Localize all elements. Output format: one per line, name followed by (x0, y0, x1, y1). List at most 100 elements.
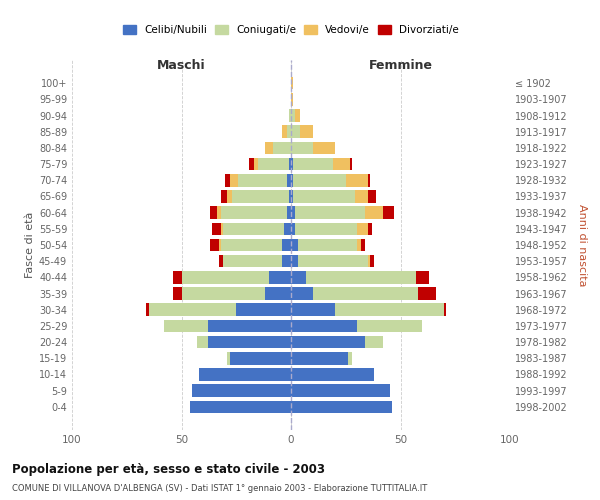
Bar (291, 206, 295, 219)
Bar (265, 142, 274, 154)
Bar (227, 352, 230, 364)
Bar (221, 222, 223, 235)
Bar (291, 400, 392, 413)
Bar (293, 158, 332, 170)
Bar (265, 287, 291, 300)
Bar (365, 336, 383, 348)
Bar (368, 222, 372, 235)
Bar (291, 126, 300, 138)
Bar (298, 255, 368, 268)
Bar (295, 206, 365, 219)
Y-axis label: Anni di nascita: Anni di nascita (577, 204, 587, 286)
Bar (355, 190, 368, 203)
Bar (208, 320, 291, 332)
Bar (335, 304, 444, 316)
Bar (295, 109, 300, 122)
Bar (291, 190, 293, 203)
Bar (291, 142, 313, 154)
Bar (356, 222, 368, 235)
Bar (291, 384, 389, 397)
Bar (221, 190, 227, 203)
Bar (295, 222, 356, 235)
Bar (250, 158, 254, 170)
Bar (269, 271, 291, 283)
Bar (291, 271, 307, 283)
Bar (287, 174, 291, 186)
Bar (173, 271, 182, 283)
Bar (190, 400, 291, 413)
Bar (274, 142, 291, 154)
Bar (282, 238, 291, 252)
Bar (227, 190, 232, 203)
Bar (348, 352, 352, 364)
Bar (221, 206, 287, 219)
Bar (291, 93, 293, 106)
Bar (282, 255, 291, 268)
Bar (291, 320, 356, 332)
Bar (307, 271, 416, 283)
Bar (291, 352, 348, 364)
Bar (210, 206, 217, 219)
Bar (193, 384, 291, 397)
Bar (291, 255, 298, 268)
Bar (182, 271, 269, 283)
Bar (291, 174, 293, 186)
Bar (291, 368, 374, 381)
Bar (291, 109, 295, 122)
Bar (221, 238, 282, 252)
Bar (173, 287, 182, 300)
Bar (212, 222, 221, 235)
Bar (444, 304, 446, 316)
Bar (182, 287, 265, 300)
Bar (291, 336, 365, 348)
Bar (254, 158, 258, 170)
Bar (368, 174, 370, 186)
Bar (287, 126, 291, 138)
Bar (282, 126, 287, 138)
Bar (293, 174, 346, 186)
Bar (291, 158, 293, 170)
Bar (298, 238, 356, 252)
Bar (238, 174, 287, 186)
Text: Femmine: Femmine (368, 59, 433, 72)
Bar (291, 238, 298, 252)
Bar (291, 77, 293, 90)
Bar (289, 158, 291, 170)
Text: Popolazione per età, sesso e stato civile - 2003: Popolazione per età, sesso e stato civil… (12, 462, 325, 475)
Bar (223, 255, 282, 268)
Bar (356, 238, 361, 252)
Text: Maschi: Maschi (157, 59, 206, 72)
Bar (199, 368, 291, 381)
Bar (226, 174, 230, 186)
Legend: Celibi/Nubili, Coniugati/e, Vedovi/e, Divorziati/e: Celibi/Nubili, Coniugati/e, Vedovi/e, Di… (119, 21, 463, 40)
Bar (230, 352, 291, 364)
Bar (164, 320, 208, 332)
Bar (210, 238, 219, 252)
Bar (365, 206, 383, 219)
Bar (418, 287, 436, 300)
Bar (208, 336, 291, 348)
Bar (289, 190, 291, 203)
Bar (368, 255, 370, 268)
Bar (416, 271, 429, 283)
Bar (368, 190, 376, 203)
Bar (313, 287, 418, 300)
Bar (230, 174, 238, 186)
Bar (293, 190, 355, 203)
Bar (332, 158, 350, 170)
Bar (149, 304, 236, 316)
Bar (146, 304, 149, 316)
Bar (219, 255, 223, 268)
Bar (284, 222, 291, 235)
Bar (356, 320, 422, 332)
Text: COMUNE DI VILLANOVA D'ALBENGA (SV) - Dati ISTAT 1° gennaio 2003 - Elaborazione T: COMUNE DI VILLANOVA D'ALBENGA (SV) - Dat… (12, 484, 427, 493)
Bar (291, 222, 295, 235)
Bar (313, 142, 335, 154)
Bar (258, 158, 289, 170)
Bar (287, 206, 291, 219)
Bar (291, 287, 313, 300)
Bar (350, 158, 352, 170)
Y-axis label: Fasce di età: Fasce di età (25, 212, 35, 278)
Bar (232, 190, 289, 203)
Bar (291, 304, 335, 316)
